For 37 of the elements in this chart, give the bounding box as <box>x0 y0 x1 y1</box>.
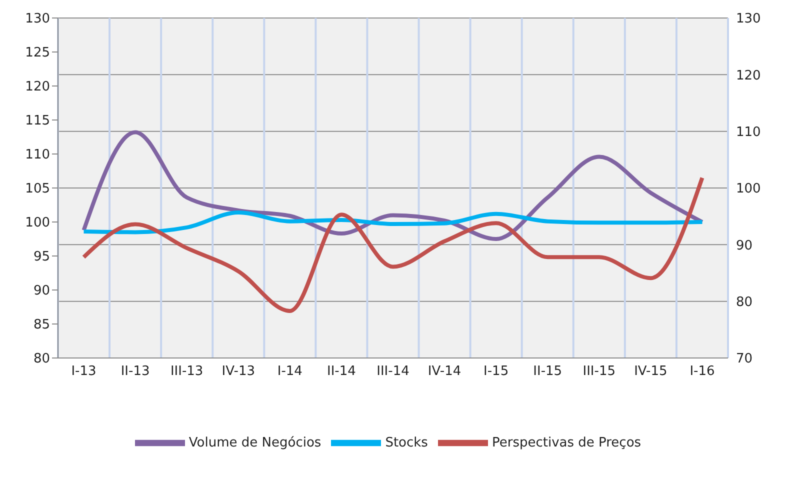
y-tick-label: 125 <box>25 46 50 61</box>
y2-tick-label: 110 <box>736 124 761 140</box>
y-tick-label: 80 <box>33 352 50 367</box>
y2-tick-label: 80 <box>736 294 753 310</box>
x-tick-label: I-14 <box>277 364 302 380</box>
y2-tick-label: 130 <box>736 12 761 27</box>
y-tick-label: 85 <box>33 318 50 333</box>
y2-tick-label: 70 <box>736 352 753 367</box>
x-tick-label: III-13 <box>170 364 204 380</box>
y2-tick-label: 100 <box>736 182 761 197</box>
x-tick-label: II-14 <box>327 364 356 380</box>
x-tick-label: IV-15 <box>634 364 668 380</box>
y-tick-label: 90 <box>33 284 50 299</box>
y-tick-label: 130 <box>25 12 50 27</box>
x-tick-label: I-15 <box>484 364 509 380</box>
x-tick-label: II-13 <box>120 364 150 380</box>
y2-tick-label: 90 <box>736 238 753 254</box>
y-tick-label: 110 <box>25 148 50 163</box>
line-series <box>82 210 704 234</box>
y-tick-label: 100 <box>25 216 50 231</box>
y-tick-label: 95 <box>33 250 50 265</box>
x-tick-label: I-16 <box>690 364 715 380</box>
x-tick-label: IV-14 <box>428 364 462 380</box>
legend-label: Stocks <box>385 436 428 451</box>
legend-label: Volume de Negócios <box>188 436 322 451</box>
line-series <box>82 130 704 241</box>
y2-tick-label: 120 <box>736 68 761 84</box>
x-tick-label: II-15 <box>533 364 562 380</box>
line-series <box>82 176 704 313</box>
y-tick-label: 115 <box>25 114 50 129</box>
x-tick-label: I-13 <box>71 364 96 380</box>
y-tick-label: 120 <box>25 80 50 95</box>
legend-label: Perspectivas de Preços <box>492 436 642 451</box>
y-tick-label: 105 <box>25 182 50 197</box>
x-tick-label: III-14 <box>376 364 410 380</box>
x-tick-label: IV-13 <box>222 364 255 380</box>
x-tick-label: III-15 <box>582 364 616 380</box>
